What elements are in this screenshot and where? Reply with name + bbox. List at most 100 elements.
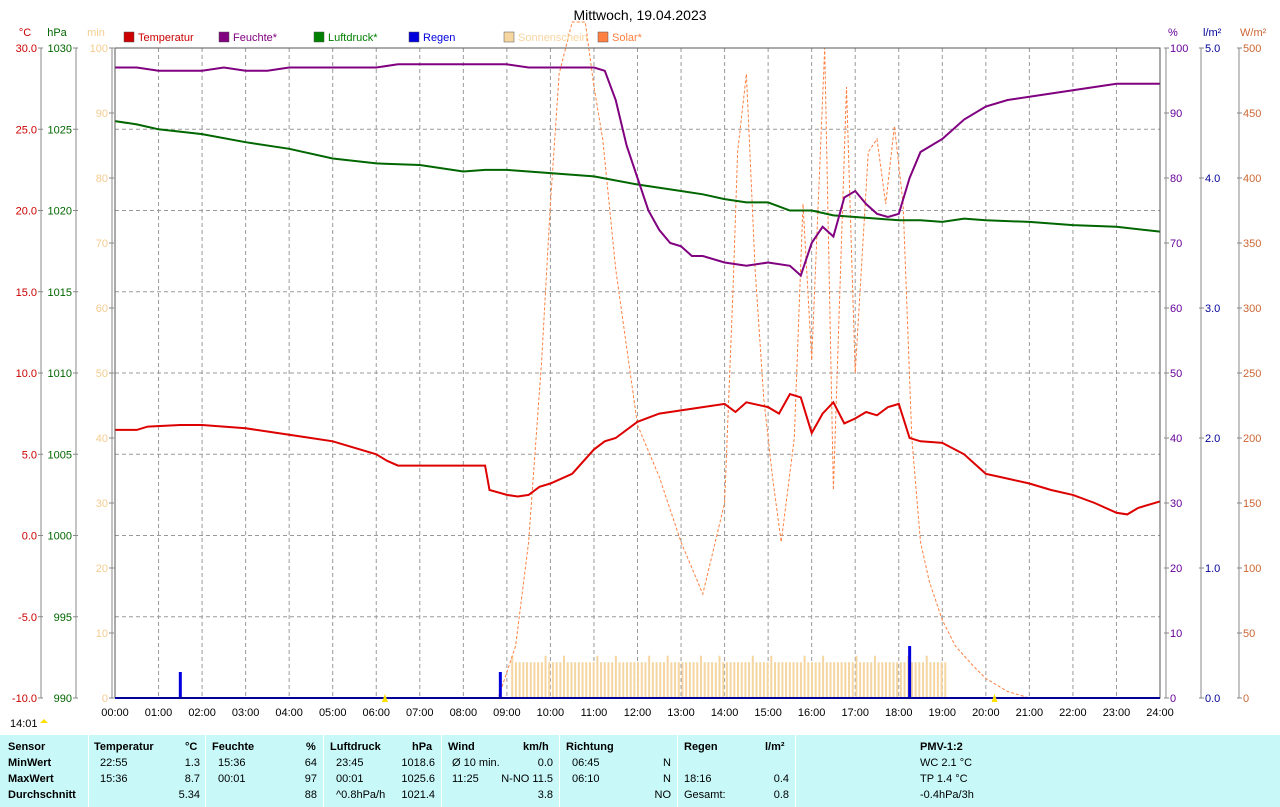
sunshine-bar	[829, 662, 832, 698]
stat-wind: N-NO 11.5	[501, 773, 553, 785]
sunshine-bar	[870, 662, 873, 698]
sunshine-bar	[603, 662, 606, 698]
stat-wind-label: 11:25	[452, 773, 479, 785]
x-tick-label: 17:00	[841, 707, 869, 719]
axis-tick-solar: 100	[1243, 563, 1261, 575]
sunshine-bar	[699, 655, 702, 698]
sunset-marker-icon	[991, 694, 998, 702]
axis-tick-pressure: 1030	[48, 43, 72, 55]
stat-press-time: 23:45	[336, 757, 364, 769]
x-tick-label: 15:00	[754, 707, 782, 719]
x-tick-label: 12:00	[624, 707, 652, 719]
legend-swatch	[408, 31, 420, 43]
chart-title: Mittwoch, 19.04.2023	[573, 7, 706, 23]
axis-tick-sunshine: 50	[96, 368, 108, 380]
sunrise-marker-icon	[381, 694, 388, 702]
header-luftdruck: Luftdruck	[330, 741, 381, 753]
sunshine-bar	[918, 662, 921, 698]
x-tick-label: 24:00	[1146, 707, 1174, 719]
x-tick-label: 06:00	[362, 707, 390, 719]
sunshine-bar	[929, 662, 932, 698]
sunshine-bar	[707, 662, 710, 698]
stat-pmv: -0.4hPa/3h	[920, 789, 974, 801]
sunshine-bar	[814, 662, 817, 698]
axis-tick-humidity: 80	[1170, 173, 1182, 185]
sunshine-bar	[555, 662, 558, 698]
sunshine-bar	[914, 662, 917, 698]
axis-tick-temp: 5.0	[22, 449, 37, 461]
sunshine-bar	[607, 662, 610, 698]
sunshine-bar	[611, 662, 614, 698]
axis-tick-humidity: 30	[1170, 498, 1182, 510]
sunshine-bar	[714, 662, 717, 698]
axis-unit-sunshine: min	[87, 27, 105, 39]
rain-bar	[908, 646, 912, 698]
legend-label: Temperatur	[138, 32, 194, 44]
axis-tick-humidity: 70	[1170, 238, 1182, 250]
stat-hum-time: 15:36	[218, 757, 246, 769]
header-wind: Wind	[448, 741, 475, 753]
axis-tick-humidity: 0	[1170, 693, 1176, 705]
sunshine-bar	[670, 662, 673, 698]
legend-label: Luftdruck*	[328, 32, 378, 44]
x-tick-label: 21:00	[1016, 707, 1044, 719]
legend-label: Regen	[423, 32, 455, 44]
axis-tick-solar: 400	[1243, 173, 1261, 185]
sunshine-bar	[596, 655, 599, 698]
axis-tick-solar: 250	[1243, 368, 1261, 380]
legend-swatch	[313, 31, 325, 43]
sunshine-bar	[711, 662, 714, 698]
legend-swatch	[218, 31, 230, 43]
sunshine-bar	[762, 662, 765, 698]
axis-tick-pressure: 1010	[48, 368, 72, 380]
header-feuchte-unit: %	[306, 741, 316, 753]
plot-frame	[114, 47, 1161, 699]
axis-tick-solar: 450	[1243, 108, 1261, 120]
sunshine-bar	[514, 662, 517, 698]
axis-tick-sunshine: 90	[96, 108, 108, 120]
stat-press-time: ^0.8hPa/h	[336, 789, 386, 801]
axis-tick-rain: 5.0	[1205, 43, 1220, 55]
axis-tick-pressure: 1015	[48, 287, 72, 299]
stat-temp: 5.34	[178, 789, 200, 801]
header-temperatur: Temperatur	[94, 741, 154, 753]
axis-tick-pressure: 1000	[48, 531, 72, 543]
stat-rain-time: Gesamt:	[684, 789, 726, 801]
stat-press: 1021.4	[401, 789, 435, 801]
sunshine-bar	[511, 655, 514, 698]
axis-tick-humidity: 10	[1170, 628, 1182, 640]
axis-unit-pressure: hPa	[47, 27, 67, 39]
axis-tick-solar: 0	[1243, 693, 1249, 705]
sunshine-bar	[648, 655, 651, 698]
sunshine-bar	[729, 662, 732, 698]
legend-label: Solar*	[612, 32, 643, 44]
header-sensor: Sensor	[8, 741, 46, 753]
sunshine-bar	[833, 662, 836, 698]
header-richtung: Richtung	[566, 741, 614, 753]
sunshine-bar	[896, 662, 899, 698]
x-tick-label: 01:00	[145, 707, 173, 719]
header-pmv: PMV-1:2	[920, 741, 963, 753]
axis-tick-rain: 1.0	[1205, 563, 1220, 575]
stat-temp: 1.3	[184, 757, 200, 769]
stat-hum: 64	[304, 757, 317, 769]
axis-tick-temp: 20.0	[16, 206, 37, 218]
sunshine-bar	[614, 655, 617, 698]
x-tick-label: 23:00	[1103, 707, 1131, 719]
sunshine-bar	[526, 662, 529, 698]
stat-dir: NO	[654, 789, 672, 801]
axis-tick-temp: 25.0	[16, 124, 37, 136]
stat-hum: 97	[304, 773, 317, 785]
header-regen: Regen	[684, 741, 718, 753]
sunshine-bar	[751, 655, 754, 698]
sunshine-bar	[677, 662, 680, 698]
x-tick-label: 09:00	[493, 707, 521, 719]
header-regen-unit: l/m²	[765, 741, 785, 753]
sunshine-bar	[807, 662, 810, 698]
sunshine-bar	[574, 662, 577, 698]
axis-tick-solar: 350	[1243, 238, 1261, 250]
sunshine-bar	[725, 662, 728, 698]
stat-rain: 0.8	[773, 789, 789, 801]
sunshine-bar	[944, 662, 947, 698]
sunshine-bar	[785, 662, 788, 698]
